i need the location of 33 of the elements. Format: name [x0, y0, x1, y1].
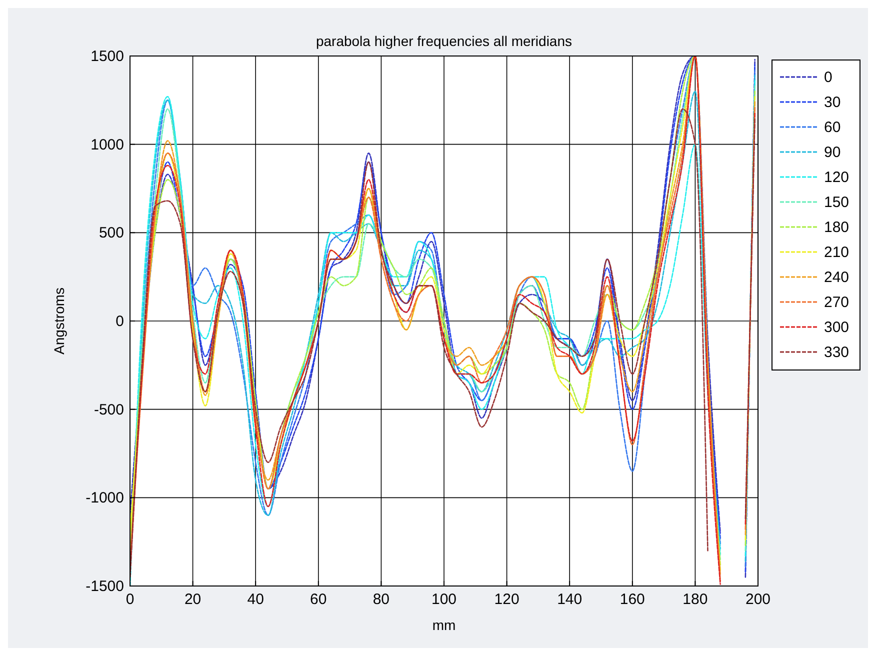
legend-label: 0 [824, 69, 832, 86]
chart-title: parabola higher frequencies all meridians [316, 33, 572, 49]
x-tick-label: 120 [494, 591, 520, 608]
legend-label: 90 [824, 144, 841, 161]
y-tick-label: 1500 [90, 48, 124, 65]
legend-label: 60 [824, 119, 841, 136]
x-tick-label: 80 [372, 591, 390, 608]
x-tick-label: 180 [682, 591, 708, 608]
x-tick-label: 20 [184, 591, 202, 608]
x-tick-label: 0 [126, 591, 134, 608]
y-tick-label: 500 [98, 224, 124, 242]
x-tick-label: 160 [620, 591, 645, 608]
y-tick-label: 0 [116, 313, 124, 330]
legend-label: 300 [824, 319, 850, 336]
y-tick-label: -1500 [86, 578, 124, 595]
legend-label: 270 [824, 294, 850, 311]
legend-label: 30 [824, 94, 841, 111]
x-tick-label: 40 [247, 591, 264, 608]
x-tick-label: 140 [557, 591, 582, 608]
x-tick-label: 200 [745, 591, 771, 608]
y-tick-label: -1000 [86, 490, 124, 507]
legend-label: 150 [824, 194, 850, 211]
legend-label: 120 [824, 169, 850, 186]
legend-label: 240 [824, 269, 850, 286]
y-tick-label: -500 [94, 401, 124, 418]
x-tick-label: 60 [310, 591, 327, 608]
y-tick-label: 1000 [90, 136, 124, 154]
legend-label: 330 [824, 344, 850, 361]
legend-label: 180 [824, 219, 850, 236]
x-tick-label: 100 [431, 591, 457, 608]
y-axis-title: Angstroms [51, 288, 67, 354]
legend-label: 210 [824, 244, 850, 261]
x-axis-title: mm [432, 617, 456, 633]
